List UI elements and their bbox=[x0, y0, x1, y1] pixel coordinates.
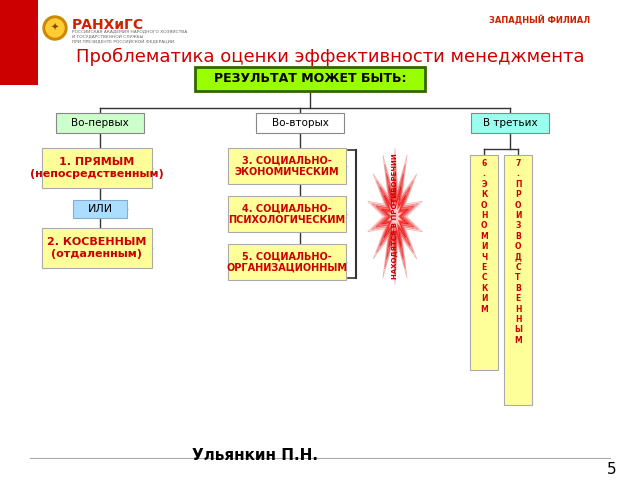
FancyBboxPatch shape bbox=[504, 155, 532, 405]
Text: 7
.
П
Р
О
И
З
В
О
Д
С
Т
В
Е
Н
Н
Ы
М: 7 . П Р О И З В О Д С Т В Е Н Н Ы М bbox=[514, 159, 522, 345]
Circle shape bbox=[46, 19, 64, 37]
Circle shape bbox=[43, 16, 67, 40]
Polygon shape bbox=[387, 197, 403, 236]
FancyBboxPatch shape bbox=[228, 244, 346, 280]
Text: Во-вторых: Во-вторых bbox=[271, 118, 328, 128]
Text: 3. СОЦИАЛЬНО-
ЭКОНОМИЧЕСКИМ: 3. СОЦИАЛЬНО- ЭКОНОМИЧЕСКИМ bbox=[235, 155, 339, 177]
Text: РЕЗУЛЬТАТ МОЖЕТ БЫТЬ:: РЕЗУЛЬТАТ МОЖЕТ БЫТЬ: bbox=[214, 72, 406, 85]
Text: НАХОДЯТСЯ В ПРОТИВОРЕЧИИ: НАХОДЯТСЯ В ПРОТИВОРЕЧИИ bbox=[392, 154, 398, 279]
FancyBboxPatch shape bbox=[228, 196, 346, 232]
Text: 5: 5 bbox=[607, 462, 617, 477]
Text: И ГОСУДАРСТВЕННОЙ СЛУЖБЫ: И ГОСУДАРСТВЕННОЙ СЛУЖБЫ bbox=[72, 35, 143, 39]
Text: ПРИ ПРЕЗИДЕНТЕ РОССИЙСКОЙ ФЕДЕРАЦИИ: ПРИ ПРЕЗИДЕНТЕ РОССИЙСКОЙ ФЕДЕРАЦИИ bbox=[72, 40, 174, 44]
FancyBboxPatch shape bbox=[56, 113, 144, 133]
FancyBboxPatch shape bbox=[256, 113, 344, 133]
FancyBboxPatch shape bbox=[42, 228, 152, 268]
Text: РАНХиГС: РАНХиГС bbox=[72, 18, 144, 32]
Text: 1. ПРЯМЫМ
(непосредственным): 1. ПРЯМЫМ (непосредственным) bbox=[30, 157, 164, 179]
Text: Во-первых: Во-первых bbox=[71, 118, 129, 128]
Polygon shape bbox=[368, 148, 422, 285]
Text: Ульянкин П.Н.: Ульянкин П.Н. bbox=[192, 448, 318, 463]
Text: ЗАПАДНЫЙ ФИЛИАЛ: ЗАПАДНЫЙ ФИЛИАЛ bbox=[489, 15, 590, 25]
FancyBboxPatch shape bbox=[228, 148, 346, 184]
FancyBboxPatch shape bbox=[0, 0, 38, 85]
Text: 5. СОЦИАЛЬНО-
ОРГАНИЗАЦИОННЫМ: 5. СОЦИАЛЬНО- ОРГАНИЗАЦИОННЫМ bbox=[227, 251, 348, 273]
Text: ✦: ✦ bbox=[51, 23, 59, 33]
Polygon shape bbox=[376, 168, 414, 264]
FancyBboxPatch shape bbox=[73, 200, 127, 218]
FancyBboxPatch shape bbox=[195, 67, 425, 91]
Text: 2. КОСВЕННЫМ
(отдаленным): 2. КОСВЕННЫМ (отдаленным) bbox=[47, 237, 147, 259]
Text: РОССИЙСКАЯ АКАДЕМИЯ НАРОДНОГО ХОЗЯЙСТВА: РОССИЙСКАЯ АКАДЕМИЯ НАРОДНОГО ХОЗЯЙСТВА bbox=[72, 30, 188, 34]
FancyBboxPatch shape bbox=[471, 113, 549, 133]
FancyBboxPatch shape bbox=[470, 155, 498, 370]
Text: Проблематика оценки эффективности менеджмента: Проблематика оценки эффективности менедж… bbox=[76, 48, 584, 66]
Polygon shape bbox=[372, 158, 418, 275]
FancyBboxPatch shape bbox=[42, 148, 152, 188]
Text: В третьих: В третьих bbox=[483, 118, 538, 128]
Polygon shape bbox=[381, 182, 409, 251]
Text: 4. СОЦИАЛЬНО-
ПСИХОЛОГИЧЕСКИМ: 4. СОЦИАЛЬНО- ПСИХОЛОГИЧЕСКИМ bbox=[228, 203, 346, 225]
Text: 6
.
Э
К
О
Н
О
М
И
Ч
Е
С
К
И
М: 6 . Э К О Н О М И Ч Е С К И М bbox=[480, 159, 488, 313]
Text: ИЛИ: ИЛИ bbox=[88, 204, 113, 214]
